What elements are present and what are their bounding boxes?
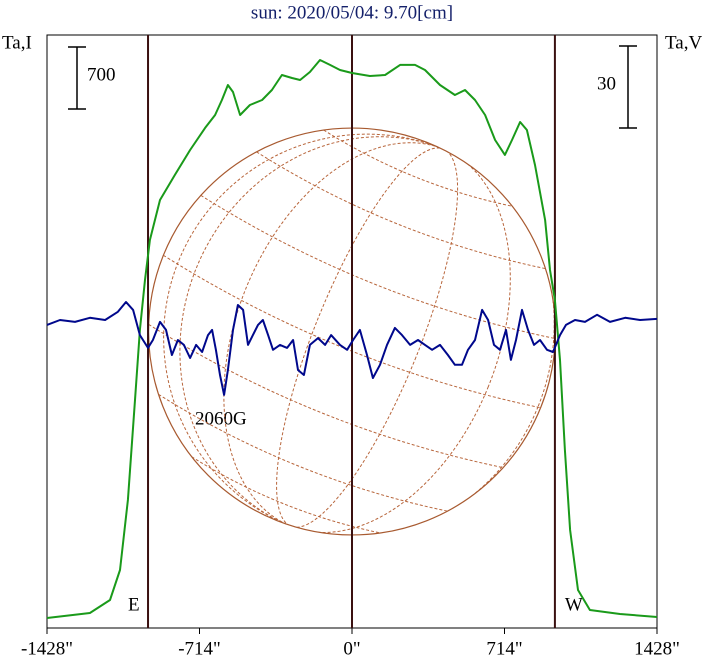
series-line bbox=[46, 301, 658, 396]
y2-axis-label: Ta,V bbox=[665, 32, 702, 53]
globe-grid-rot bbox=[148, 129, 556, 535]
meridian bbox=[223, 142, 511, 533]
globe-grid bbox=[148, 129, 556, 535]
scale-label: 700 bbox=[87, 64, 116, 85]
annotation: 2060G bbox=[195, 408, 247, 429]
parallel bbox=[158, 393, 448, 512]
y-axis-label: Ta,I bbox=[2, 32, 32, 53]
parallel bbox=[191, 456, 381, 534]
meridian bbox=[276, 147, 459, 528]
meridian bbox=[179, 136, 555, 535]
parallel bbox=[163, 254, 541, 409]
x-tick-label: -714" bbox=[178, 638, 221, 659]
scale-label: 30 bbox=[597, 73, 616, 94]
series-line bbox=[46, 59, 658, 619]
limb-label: E bbox=[128, 594, 140, 615]
x-tick-label: 0" bbox=[343, 638, 360, 659]
x-tick-label: -1428" bbox=[21, 638, 73, 659]
x-tick-label: 714" bbox=[486, 638, 522, 659]
parallel bbox=[200, 194, 556, 340]
x-tick-label: 1428" bbox=[634, 638, 680, 659]
limb-label: W bbox=[565, 594, 583, 615]
parallel bbox=[256, 151, 546, 270]
chart-title: sun: 2020/05/04: 9.70[cm] bbox=[251, 2, 453, 23]
parallel bbox=[323, 129, 513, 207]
